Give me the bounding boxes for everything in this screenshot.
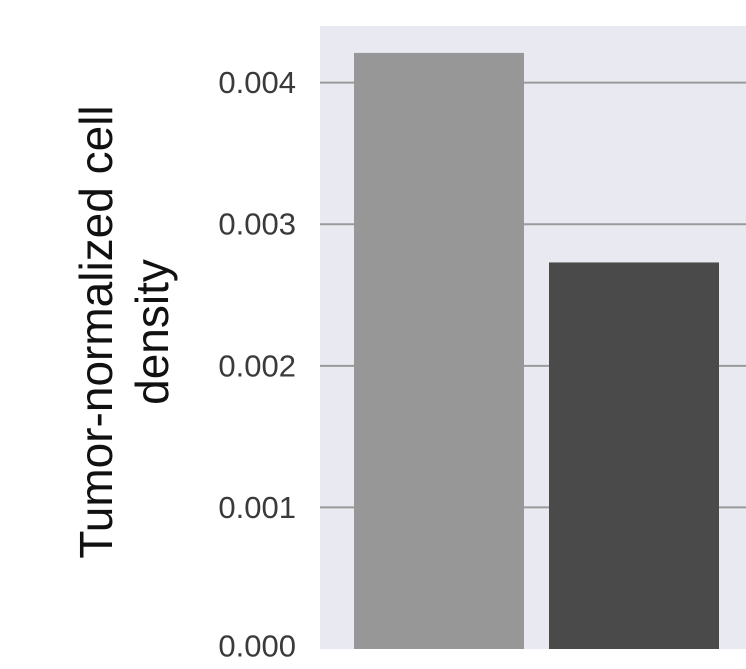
y-tick-label: 0.003 [218,207,296,242]
bars [354,52,719,649]
y-tick-labels: 0.000 0.001 0.002 0.003 0.004 [218,65,296,663]
y-tick-label: 0.000 [218,629,296,664]
y-tick-label: 0.004 [218,65,296,100]
y-axis-label-line-2: density [126,259,178,405]
bar-2 [549,262,719,649]
y-axis-label-line-1: Tumor-normalized cell [70,105,122,558]
bar-1 [354,52,524,649]
y-tick-label: 0.002 [218,348,296,383]
y-tick-label: 0.001 [218,490,296,525]
